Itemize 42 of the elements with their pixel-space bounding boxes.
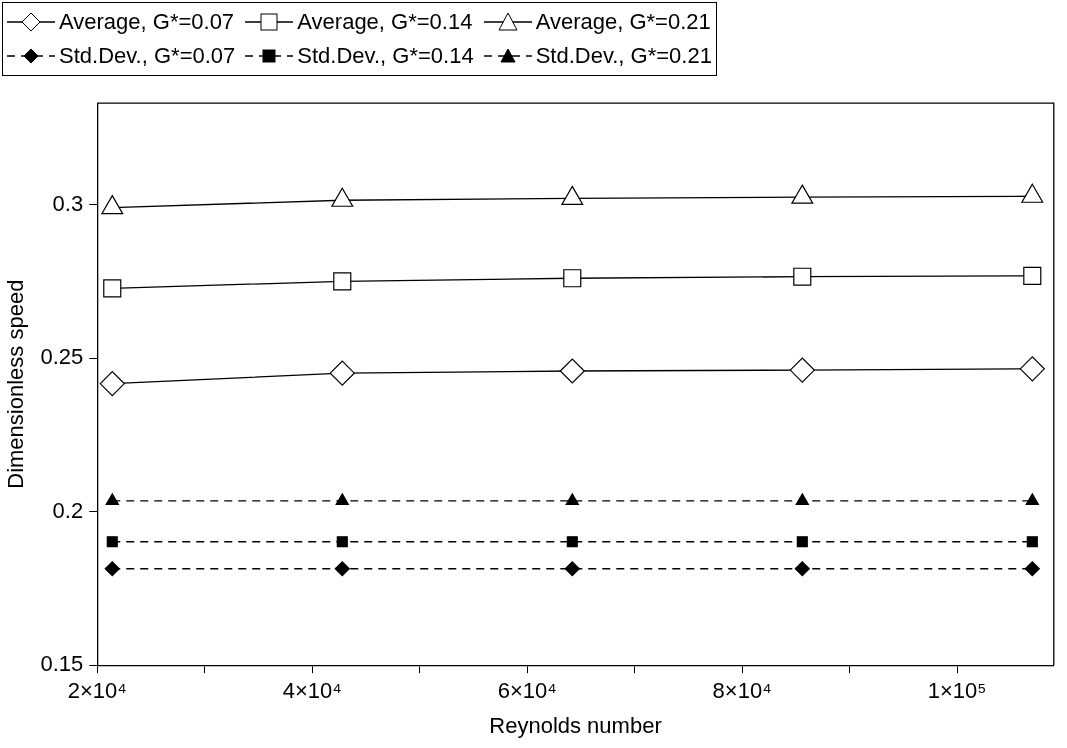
point bbox=[566, 536, 578, 548]
legend-label: Average, G*=0.21 bbox=[535, 8, 711, 36]
y-tick-label: 0.3 bbox=[52, 190, 84, 216]
legend-label: Std.Dev., G*=0.07 bbox=[59, 42, 236, 70]
point bbox=[106, 536, 118, 548]
x-tick-label: 8×10⁴ bbox=[712, 678, 772, 704]
point bbox=[1024, 561, 1040, 577]
point bbox=[793, 267, 812, 286]
y-tick-label: 0.25 bbox=[40, 344, 84, 370]
y-tick-label: 0.15 bbox=[40, 651, 84, 677]
point bbox=[795, 493, 809, 505]
point bbox=[796, 536, 808, 548]
x-axis-title: Reynolds number bbox=[489, 712, 662, 738]
point bbox=[794, 561, 810, 577]
legend-label: Average, G*=0.14 bbox=[297, 8, 473, 36]
point bbox=[563, 269, 582, 288]
point bbox=[565, 493, 579, 505]
legend-label: Std.Dev., G*=0.21 bbox=[535, 42, 712, 70]
point bbox=[1025, 493, 1039, 505]
point bbox=[1026, 536, 1038, 548]
point bbox=[335, 493, 349, 505]
x-tick-label: 2×10⁴ bbox=[67, 678, 127, 704]
point bbox=[334, 561, 350, 577]
point bbox=[1023, 266, 1042, 285]
point bbox=[99, 370, 125, 397]
point bbox=[336, 536, 348, 548]
point bbox=[329, 360, 355, 386]
x-tick-label: 6×10⁴ bbox=[497, 678, 557, 704]
y-axis-title: Dimensionless speed bbox=[3, 279, 29, 489]
point bbox=[104, 561, 120, 577]
point bbox=[105, 493, 119, 505]
point bbox=[559, 358, 585, 384]
x-tick-label: 4×10⁴ bbox=[282, 678, 342, 704]
x-tick-label: 1×10⁵ bbox=[927, 678, 987, 704]
legend-label: Average, G*=0.07 bbox=[59, 8, 235, 36]
point bbox=[333, 272, 352, 291]
point bbox=[564, 561, 580, 577]
legend-label: Std.Dev., G*=0.14 bbox=[297, 42, 474, 70]
point bbox=[789, 357, 815, 383]
y-tick-label: 0.2 bbox=[52, 497, 84, 523]
point bbox=[103, 279, 122, 298]
point bbox=[1019, 356, 1045, 382]
